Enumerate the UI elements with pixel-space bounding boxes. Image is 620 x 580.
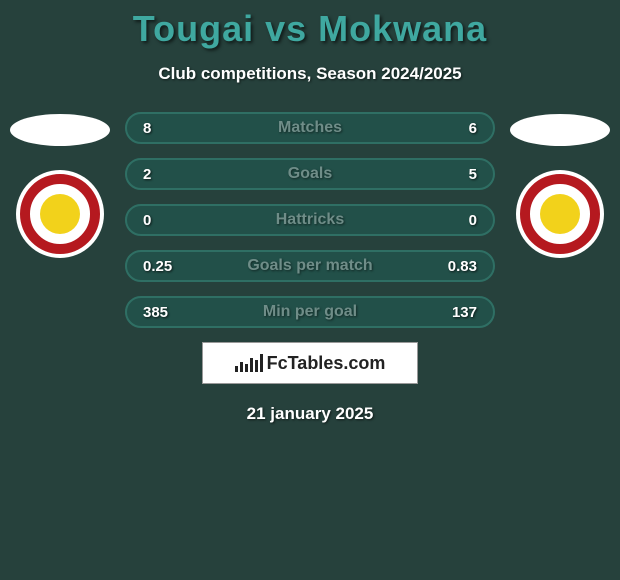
club-badge-left-center [40,194,80,234]
club-badge-right-center [540,194,580,234]
stat-value-left: 8 [143,120,183,137]
subtitle: Club competitions, Season 2024/2025 [0,64,620,84]
stat-value-left: 0.25 [143,258,183,275]
logo-text: FcTables.com [267,353,386,374]
logo-chart-bar [240,362,243,372]
logo-chart-bar [250,358,253,372]
logo-chart-bar [235,366,238,372]
stat-value-right: 137 [437,304,477,321]
club-badge-left [16,170,104,258]
stat-row: 8Matches6 [125,112,495,144]
club-badge-left-inner [20,174,100,254]
stat-value-right: 0.83 [437,258,477,275]
stat-row: 0.25Goals per match0.83 [125,250,495,282]
stat-value-right: 6 [437,120,477,137]
stats-rows: 8Matches6 2Goals5 0Hattricks0 0.25Goals per… [125,112,495,328]
stat-value-left: 385 [143,304,183,321]
comparison-card: Tougai vs Mokwana Club competitions, Sea… [0,0,620,580]
logo-chart-bar [260,354,263,372]
stat-label: Min per goal [183,303,437,321]
logo-chart-bar [245,364,248,372]
flag-left [10,114,110,146]
stat-value-right: 0 [437,212,477,229]
date-label: 21 january 2025 [0,404,620,424]
stat-value-left: 2 [143,166,183,183]
fctables-logo: FcTables.com [202,342,418,384]
stat-row: 0Hattricks0 [125,204,495,236]
stat-value-right: 5 [437,166,477,183]
stat-value-left: 0 [143,212,183,229]
stat-label: Goals [183,165,437,183]
stat-row: 385Min per goal137 [125,296,495,328]
stat-label: Goals per match [183,257,437,275]
stat-label: Hattricks [183,211,437,229]
club-badge-right [516,170,604,258]
logo-chart-bar [255,360,258,372]
logo-chart-icon [235,354,263,372]
stat-row: 2Goals5 [125,158,495,190]
page-title: Tougai vs Mokwana [0,0,620,50]
content-wrap: 8Matches6 2Goals5 0Hattricks0 0.25Goals per… [0,112,620,424]
club-badge-right-inner [520,174,600,254]
stat-label: Matches [183,119,437,137]
flag-right [510,114,610,146]
